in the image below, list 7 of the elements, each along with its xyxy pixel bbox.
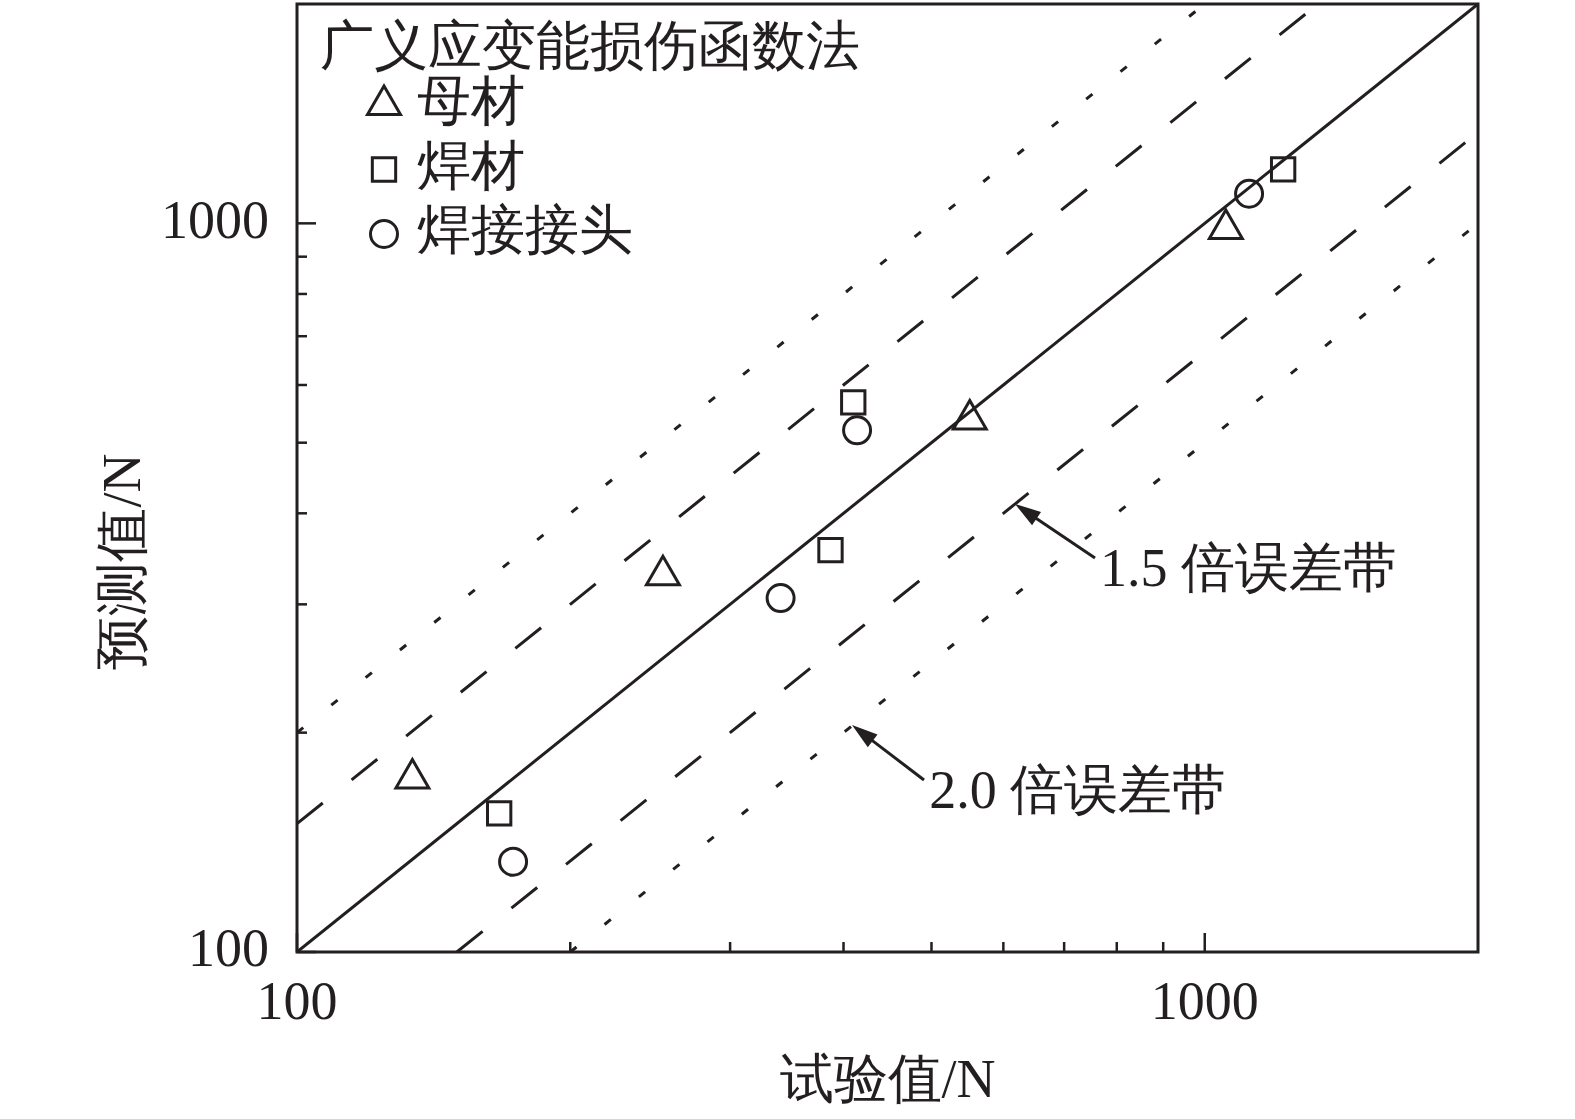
- legend-label: 焊材: [417, 135, 525, 196]
- annotation: 1.5 倍误差带: [1100, 538, 1398, 599]
- legend-label: 焊接接头: [417, 200, 633, 261]
- x-axis-title: 试验值/N: [779, 1049, 996, 1110]
- annotation: 2.0 倍误差带: [929, 760, 1227, 821]
- y-axis-title: 预测值/N: [92, 453, 153, 670]
- legend-label: 母材: [417, 71, 525, 132]
